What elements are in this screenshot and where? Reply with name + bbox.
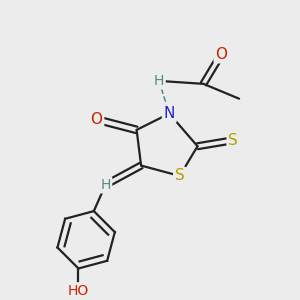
Text: O: O bbox=[91, 112, 103, 127]
Text: O: O bbox=[215, 47, 227, 62]
Text: N: N bbox=[164, 106, 175, 121]
Text: S: S bbox=[228, 133, 238, 148]
Text: HO: HO bbox=[68, 284, 89, 298]
Text: H: H bbox=[154, 74, 164, 88]
Text: S: S bbox=[175, 168, 184, 183]
Text: H: H bbox=[100, 178, 111, 192]
